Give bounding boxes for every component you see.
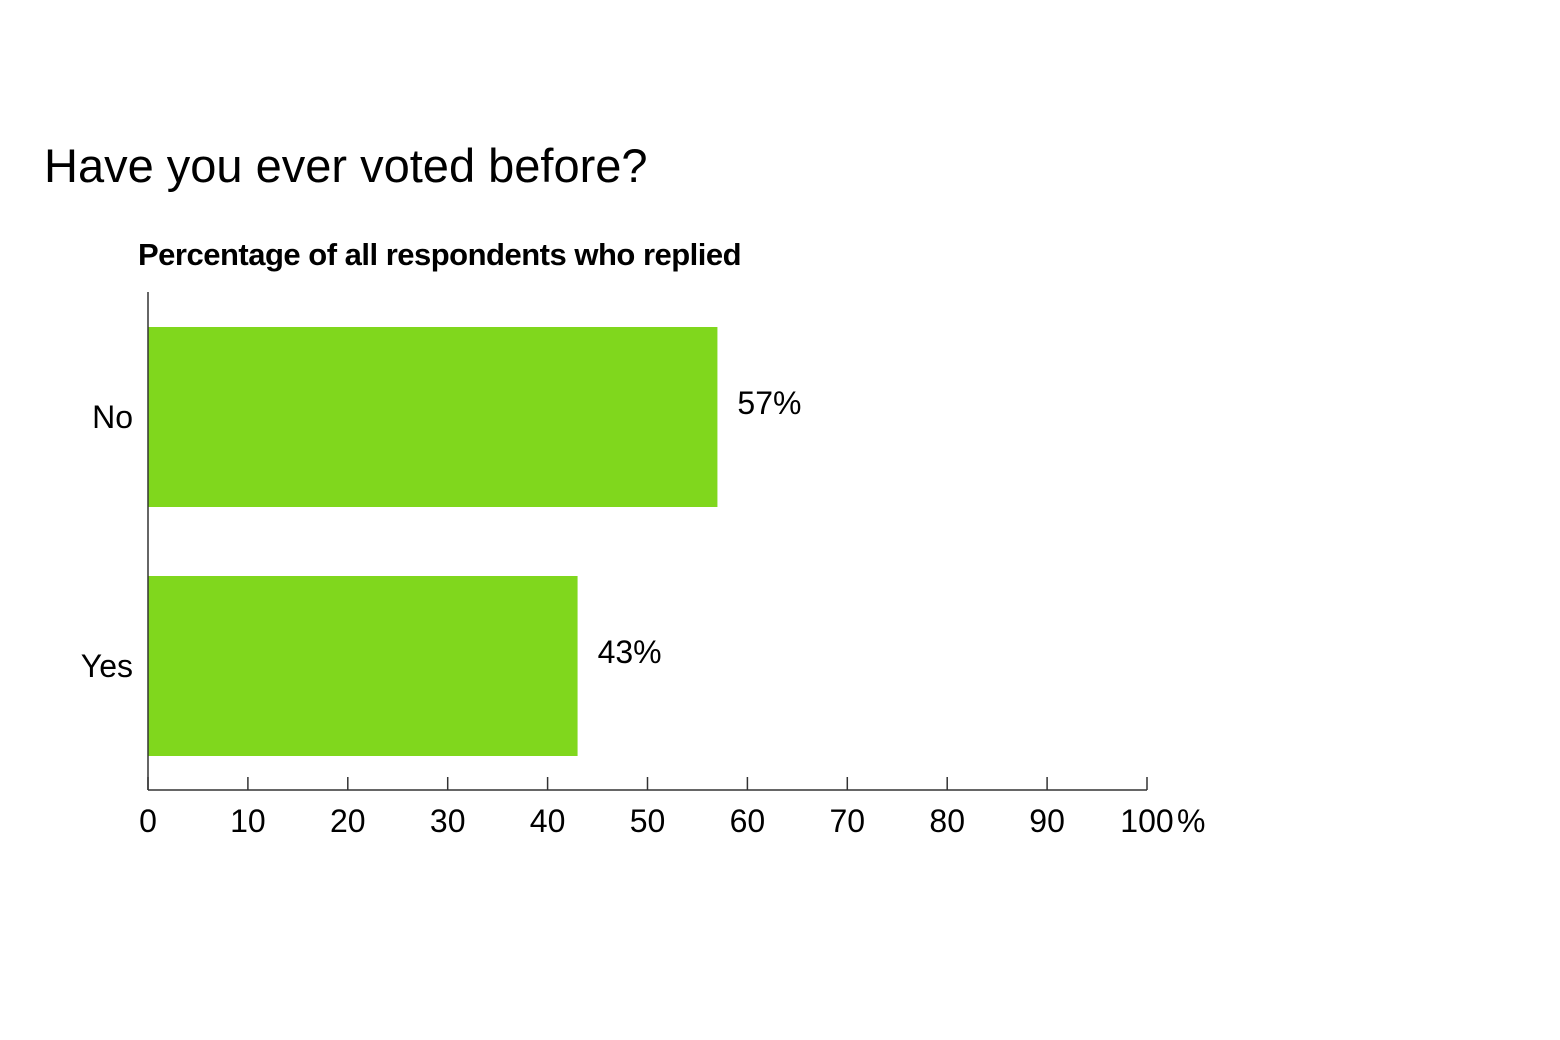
x-tick-label-20: 20 (330, 803, 366, 839)
x-tick-label-90: 90 (1029, 803, 1065, 839)
category-label-yes: Yes (81, 648, 133, 684)
bars-layer (148, 327, 718, 756)
x-tick-label-50: 50 (630, 803, 666, 839)
data-label-no: 57% (737, 385, 801, 421)
data-label-yes: 43% (598, 634, 662, 670)
x-tick-label-80: 80 (929, 803, 965, 839)
bar-yes (148, 576, 578, 756)
x-axis-unit-label: % (1177, 803, 1205, 839)
x-tick-label-30: 30 (430, 803, 466, 839)
labels-layer: No 57% Yes 43% (81, 385, 802, 684)
x-tick-label-10: 10 (230, 803, 266, 839)
x-tick-label-40: 40 (530, 803, 566, 839)
x-tick-label-70: 70 (830, 803, 866, 839)
x-tick-label-100: 100 (1120, 803, 1173, 839)
chart-subtitle: Percentage of all respondents who replie… (138, 237, 742, 272)
category-label-no: No (92, 399, 133, 435)
chart-title: Have you ever voted before? (44, 139, 648, 192)
x-axis-ticks: 0 10 20 30 40 50 60 70 80 90 100% (139, 777, 1205, 839)
bar-no (148, 327, 718, 507)
x-tick-label-0: 0 (139, 803, 157, 839)
x-tick-label-60: 60 (730, 803, 766, 839)
